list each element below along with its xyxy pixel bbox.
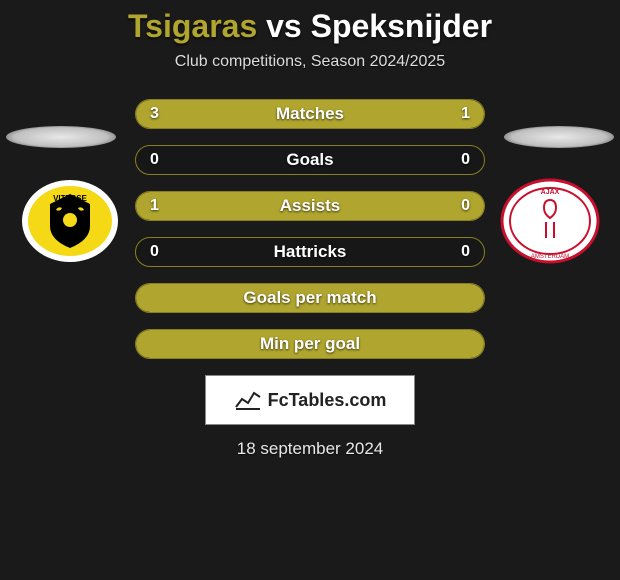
club-badge-left: VITESSE: [20, 178, 120, 264]
bar-label: Hattricks: [136, 242, 484, 262]
svg-text:VITESSE: VITESSE: [53, 194, 87, 203]
stat-bar-row: Goals per match: [135, 283, 485, 313]
svg-text:AJAX: AJAX: [541, 189, 560, 196]
bar-value-right: 0: [461, 151, 470, 169]
vitesse-crest-icon: VITESSE: [20, 178, 120, 264]
vs-text: vs: [266, 8, 302, 44]
player-right-name: Speksnijder: [311, 8, 492, 44]
bar-fill-full: [136, 284, 484, 312]
bar-value-left: 0: [150, 151, 159, 169]
club-badge-right: AJAX AMSTERDAM: [500, 178, 600, 264]
player-left-name: Tsigaras: [128, 8, 257, 44]
bar-value-left: 1: [150, 197, 159, 215]
subtitle: Club competitions, Season 2024/2025: [0, 53, 620, 71]
bar-fill-left: [136, 100, 397, 128]
bar-value-right: 1: [461, 105, 470, 123]
bar-value-left: 3: [150, 105, 159, 123]
brand-text: FcTables.com: [268, 390, 387, 411]
bar-label: Goals: [136, 150, 484, 170]
date-text: 18 september 2024: [0, 439, 620, 459]
bar-value-right: 0: [461, 197, 470, 215]
bar-fill-right: [397, 100, 484, 128]
bar-value-right: 0: [461, 243, 470, 261]
brand-box: FcTables.com: [205, 375, 415, 425]
ajax-crest-icon: AJAX AMSTERDAM: [500, 178, 600, 264]
stat-bar-row: Hattricks0 0: [135, 237, 485, 267]
stat-bar-row: Goals0 0: [135, 145, 485, 175]
player-shadow-left: [6, 126, 116, 148]
fctables-logo-icon: [234, 389, 262, 411]
stat-bar-row: Assists10: [135, 191, 485, 221]
player-shadow-right: [504, 126, 614, 148]
svg-text:AMSTERDAM: AMSTERDAM: [531, 254, 569, 260]
stat-bar-row: Min per goal: [135, 329, 485, 359]
bar-value-left: 0: [150, 243, 159, 261]
bar-fill-left: [136, 192, 484, 220]
bar-fill-full: [136, 330, 484, 358]
stat-bars: Matches31Goals00Assists10Hattricks00Goal…: [135, 99, 485, 359]
stat-bar-row: Matches31: [135, 99, 485, 129]
comparison-title: Tsigaras vs Speksnijder: [0, 8, 620, 45]
